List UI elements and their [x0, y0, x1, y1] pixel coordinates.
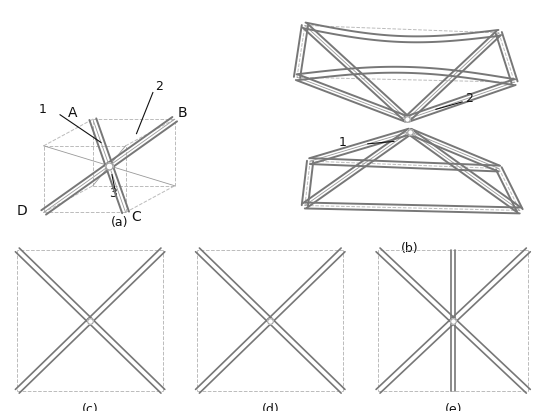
Text: C: C [131, 210, 141, 224]
Text: (b): (b) [401, 242, 419, 255]
Text: (a): (a) [111, 216, 129, 229]
Text: 2: 2 [465, 92, 473, 105]
Text: A: A [68, 106, 78, 120]
Text: 1: 1 [339, 136, 347, 149]
Text: 2: 2 [156, 80, 163, 93]
Text: (c): (c) [82, 403, 98, 411]
Text: 1: 1 [38, 102, 46, 115]
Text: D: D [16, 203, 27, 217]
Text: B: B [177, 106, 187, 120]
Text: (d): (d) [262, 403, 279, 411]
Text: 3: 3 [109, 187, 117, 200]
Text: (e): (e) [444, 403, 462, 411]
